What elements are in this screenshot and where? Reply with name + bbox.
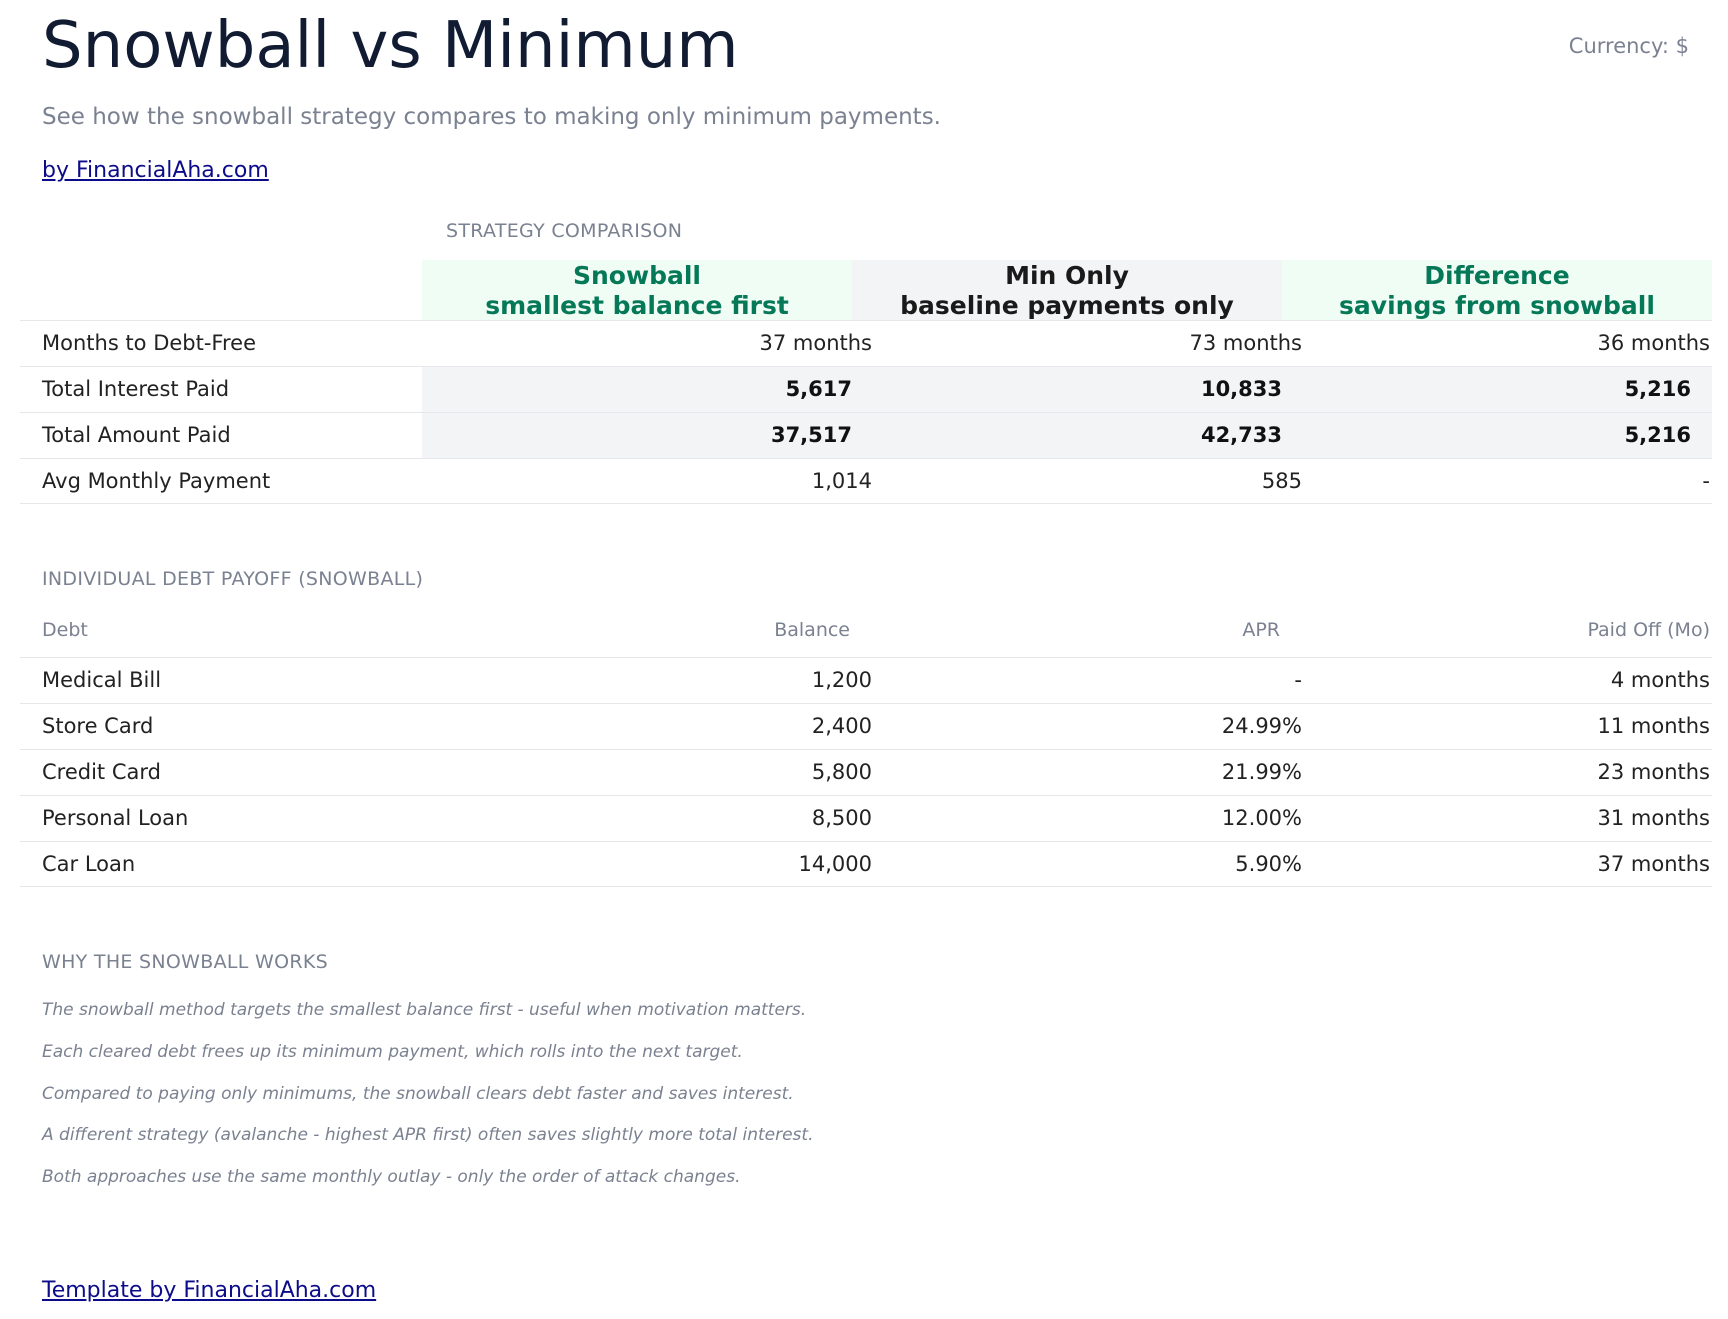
page-subtitle: See how the snowball strategy compares t… <box>42 104 941 130</box>
byline-link[interactable]: by FinancialAha.com <box>42 158 269 183</box>
value-snowball: 37,517 <box>770 423 852 447</box>
row-label: Months to Debt-Free <box>42 331 256 355</box>
debt-header-balance: Balance <box>774 619 850 641</box>
debt-balance: 14,000 <box>798 852 872 876</box>
row-label: Avg Monthly Payment <box>42 469 271 493</box>
debt-balance: 5,800 <box>811 760 872 784</box>
value-difference: 5,216 <box>1624 377 1691 401</box>
note-item: A different strategy (avalanche - highes… <box>42 1125 814 1145</box>
col-header-min-only: Min Only baseline payments only <box>852 260 1282 320</box>
section-title-strategy-comparison: STRATEGY COMPARISON <box>446 220 683 242</box>
debt-apr: 12.00% <box>1221 806 1302 830</box>
value-snowball: 37 months <box>759 331 873 355</box>
col-header-snowball-name: Snowball <box>573 261 701 290</box>
debt-header-paid-off: Paid Off (Mo) <box>1587 619 1710 641</box>
value-snowball: 5,617 <box>785 377 852 401</box>
comparison-row-avg-payment: Avg Monthly Payment 1,014 585 - <box>20 458 1712 504</box>
debt-paid-off: 31 months <box>1597 806 1711 830</box>
comparison-row-months: Months to Debt-Free 37 months 73 months … <box>20 320 1712 366</box>
debt-paid-off: 23 months <box>1597 760 1711 784</box>
debt-name: Credit Card <box>42 760 161 784</box>
debt-name: Car Loan <box>42 852 136 876</box>
note-item: Both approaches use the same monthly out… <box>42 1167 741 1187</box>
debt-balance: 2,400 <box>811 714 872 738</box>
debt-row-personal-loan: Personal Loan 8,500 12.00% 31 months <box>20 795 1712 841</box>
debt-paid-off: 37 months <box>1597 852 1711 876</box>
debt-name: Store Card <box>42 714 154 738</box>
row-label: Total Amount Paid <box>42 423 231 447</box>
row-highlight <box>422 413 1712 458</box>
section-title-why-snowball: WHY THE SNOWBALL WORKS <box>42 951 328 973</box>
debt-row-medical-bill: Medical Bill 1,200 - 4 months <box>20 657 1712 703</box>
value-snowball: 1,014 <box>811 469 872 493</box>
debt-name: Medical Bill <box>42 668 162 692</box>
value-difference: 36 months <box>1597 331 1711 355</box>
debt-apr: - <box>1294 668 1302 692</box>
note-item: Each cleared debt frees up its minimum p… <box>42 1042 743 1062</box>
value-difference: 5,216 <box>1624 423 1691 447</box>
row-label: Total Interest Paid <box>42 377 230 401</box>
col-header-difference-sub: savings from snowball <box>1339 291 1655 320</box>
debt-paid-off: 4 months <box>1610 668 1710 692</box>
col-header-difference: Difference savings from snowball <box>1282 260 1712 320</box>
debt-paid-off: 11 months <box>1597 714 1711 738</box>
col-header-snowball: Snowball smallest balance first <box>422 260 852 320</box>
footer-template-link[interactable]: Template by FinancialAha.com <box>42 1278 377 1303</box>
col-header-difference-name: Difference <box>1424 261 1570 290</box>
col-header-min-only-name: Min Only <box>1005 261 1129 290</box>
comparison-row-interest: Total Interest Paid 5,617 10,833 5,216 <box>20 366 1712 412</box>
section-title-debt-payoff: INDIVIDUAL DEBT PAYOFF (SNOWBALL) <box>42 568 424 590</box>
debt-balance: 1,200 <box>811 668 872 692</box>
debt-apr: 24.99% <box>1221 714 1302 738</box>
note-item: Compared to paying only minimums, the sn… <box>42 1084 794 1104</box>
value-min-only: 585 <box>1261 469 1302 493</box>
value-min-only: 10,833 <box>1200 377 1282 401</box>
debt-header-apr: APR <box>1242 619 1280 641</box>
note-item: The snowball method targets the smallest… <box>42 1000 807 1020</box>
debt-row-car-loan: Car Loan 14,000 5.90% 37 months <box>20 841 1712 887</box>
debt-header-name: Debt <box>42 619 88 641</box>
currency-label: Currency: $ <box>1568 34 1689 58</box>
page-title: Snowball vs Minimum <box>42 9 739 83</box>
debt-apr: 21.99% <box>1221 760 1302 784</box>
comparison-row-total: Total Amount Paid 37,517 42,733 5,216 <box>20 412 1712 458</box>
value-min-only: 42,733 <box>1200 423 1282 447</box>
col-header-min-only-sub: baseline payments only <box>900 291 1234 320</box>
debt-balance: 8,500 <box>811 806 872 830</box>
debt-apr: 5.90% <box>1235 852 1302 876</box>
col-header-snowball-sub: smallest balance first <box>485 291 789 320</box>
debt-row-store-card: Store Card 2,400 24.99% 11 months <box>20 703 1712 749</box>
value-difference: - <box>1702 469 1710 493</box>
debt-name: Personal Loan <box>42 806 189 830</box>
debt-row-credit-card: Credit Card 5,800 21.99% 23 months <box>20 749 1712 795</box>
value-min-only: 73 months <box>1189 331 1303 355</box>
row-highlight <box>422 367 1712 412</box>
